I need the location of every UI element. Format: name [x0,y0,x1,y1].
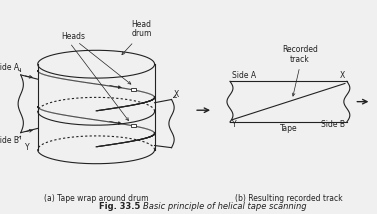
Text: Side B: Side B [0,136,19,145]
Text: (b) Resulting recorded track: (b) Resulting recorded track [234,194,342,203]
Text: Side A: Side A [232,71,256,80]
Bar [131,88,136,91]
Text: Tape: Tape [280,123,297,132]
Text: Y: Y [232,120,236,129]
Text: Side B: Side B [321,120,345,129]
Text: Basic principle of helical tape scanning: Basic principle of helical tape scanning [143,202,307,211]
Text: (a) Tape wrap around drum: (a) Tape wrap around drum [44,194,149,203]
Text: X: X [173,90,179,99]
Bar [131,124,136,127]
Text: X: X [340,71,345,80]
Text: Recorded
track: Recorded track [282,45,318,64]
Text: Y: Y [25,143,29,152]
Text: Head
drum: Head drum [131,20,152,38]
Text: Heads: Heads [61,31,86,40]
Text: Fig. 33.5: Fig. 33.5 [99,202,143,211]
Text: Side A: Side A [0,63,19,72]
